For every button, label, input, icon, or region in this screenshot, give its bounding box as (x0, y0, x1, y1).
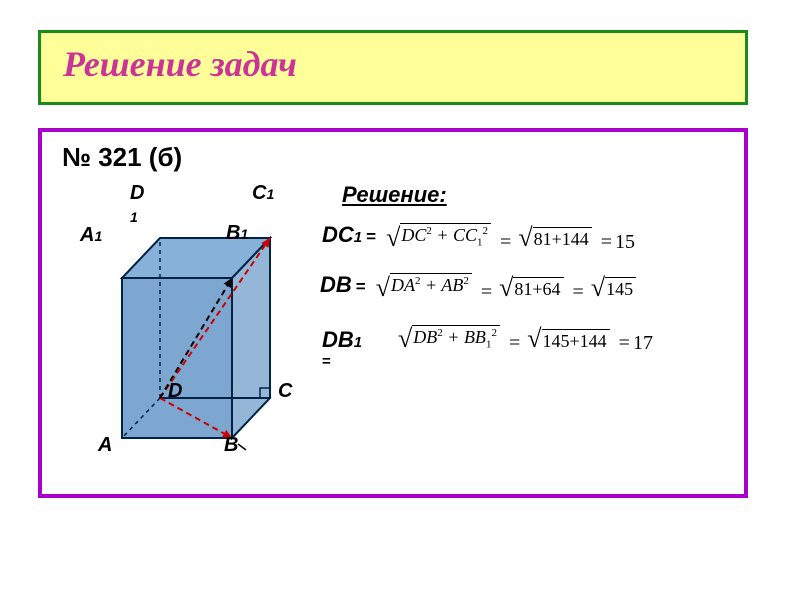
vertex-d1: D1 (130, 182, 144, 228)
vertex-b: В (224, 434, 238, 457)
equation-dc1: DС1 = √ DC2 + CC12 = √ 81+144 =15 (322, 222, 635, 254)
vertex-a1: А1 (80, 224, 102, 247)
content-box: № 321 (б) Решение: DС1 = √ DC2 + CC12 = … (38, 128, 748, 498)
vertex-c: С (278, 380, 292, 403)
solution-label: Решение: (342, 182, 447, 208)
slide: Решение задач № 321 (б) Решение: DС1 = √… (0, 0, 800, 600)
vertex-d: D (168, 380, 182, 403)
problem-number: № 321 (б) (62, 142, 182, 173)
title-box: Решение задач (38, 30, 748, 105)
prism-diagram: D1 С1 А1 В1 D С А В (62, 182, 322, 482)
vertex-c1: С1 (252, 182, 274, 205)
vertex-b1: В1 (226, 222, 248, 245)
equation-db: DВ = √ DA2 + AB2 = √ 81+64 = √ 145 (320, 272, 638, 304)
title-text: Решение задач (63, 44, 297, 84)
vertex-a: А (98, 434, 112, 457)
equation-db1: DВ1 = √ DB2 + BB12 = √ 145+144 =17 (322, 327, 362, 370)
